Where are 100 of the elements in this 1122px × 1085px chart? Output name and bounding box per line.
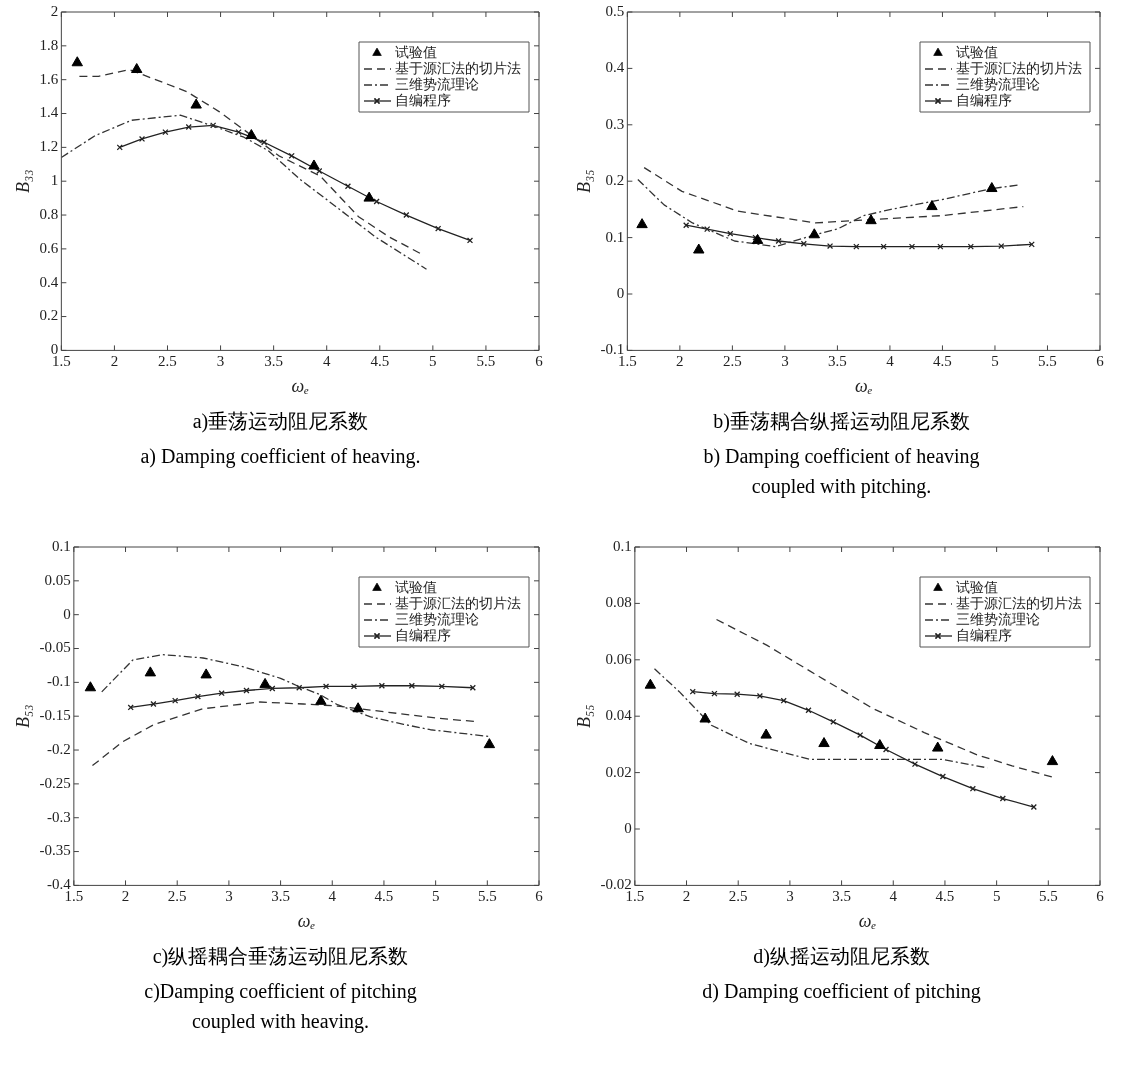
x-tick-label: 2.5	[728, 888, 748, 905]
point	[644, 678, 656, 689]
y-tick-label: 0	[623, 819, 632, 836]
x-tick-label: 2.5	[167, 888, 187, 905]
point	[804, 707, 812, 714]
x-tick-label: 4.5	[935, 888, 954, 905]
y-tick-label: 2	[50, 2, 58, 19]
legend-label: 试验值	[394, 44, 437, 60]
point	[774, 237, 782, 245]
point	[438, 683, 445, 690]
point	[967, 243, 974, 250]
x-tick-label: 4	[328, 888, 337, 905]
point	[288, 152, 295, 159]
point	[864, 214, 877, 225]
y-tick-label: 0.6	[39, 239, 59, 256]
point	[751, 233, 763, 244]
x-tick-label: 1.5	[63, 888, 83, 905]
point	[759, 728, 772, 739]
y-tick-label: 1.2	[39, 138, 58, 155]
y-tick-label: 0.2	[39, 307, 58, 324]
point	[969, 785, 976, 792]
point	[817, 737, 830, 748]
x-tick-label: 4	[322, 353, 331, 370]
point	[130, 63, 142, 74]
y-tick-label: 0.1	[51, 537, 71, 554]
y-tick-label: -0.3	[46, 808, 71, 825]
x-tick-label: 1.5	[51, 353, 71, 370]
y-tick-label: -0.15	[39, 707, 71, 724]
y-tick-label: 0	[62, 605, 71, 622]
text: d) Damping coefficient of pitching	[701, 979, 982, 1005]
x-tick-label: 3	[780, 353, 789, 370]
point	[483, 738, 495, 749]
x-tick-label: 6	[534, 888, 543, 905]
point	[873, 739, 886, 750]
legend-label: 三维势流理论	[394, 611, 479, 627]
x-tick-label: 4	[889, 888, 898, 905]
legend-label: 自编程序	[955, 627, 1012, 643]
point	[344, 183, 351, 190]
y-tick-label: 0.06	[605, 650, 632, 667]
x-tick-label: 1.5	[617, 353, 637, 370]
text: c)Damping coefficient of pitching coupled with heaving.	[143, 979, 418, 1035]
y-tick-label: -0.25	[39, 774, 71, 791]
x-tick-label: 3.5	[263, 353, 283, 370]
y-tick-label: 0.08	[605, 594, 632, 611]
x-tick-label: 3.5	[831, 888, 851, 905]
y-tick-label: 0.04	[605, 707, 632, 724]
point	[322, 683, 329, 690]
x-tick-label: 5.5	[477, 888, 497, 905]
point	[84, 681, 96, 692]
y-tick-label: -0.35	[39, 842, 71, 859]
point	[1046, 755, 1058, 766]
x-tick-label: 6	[1095, 353, 1104, 370]
x-tick-label: 1.5	[624, 888, 644, 905]
y-tick-label: 0.3	[605, 115, 624, 132]
point	[908, 243, 915, 250]
y-tick-label: 0.1	[605, 228, 624, 245]
legend-label: 自编程序	[394, 627, 451, 643]
point	[925, 200, 938, 211]
point	[189, 98, 202, 109]
text: b) Damping coefficient of heaving coupled with pitching.	[702, 444, 981, 500]
point	[258, 677, 271, 688]
y-tick-label: 0.2	[605, 172, 624, 189]
point	[434, 225, 441, 232]
x-tick-label: 2	[121, 888, 129, 905]
legend-label: 自编程序	[955, 92, 1012, 108]
point	[408, 682, 415, 689]
y-tick-label: 0.5	[605, 2, 624, 19]
point	[931, 741, 943, 752]
point	[466, 237, 473, 244]
point	[245, 129, 257, 140]
x-tick-label: 5	[990, 353, 999, 370]
point	[911, 761, 918, 768]
text: a) Damping coefficient of heaving.	[139, 444, 422, 470]
x-axis-title: ωₑ	[858, 910, 876, 931]
y-tick-label: -0.2	[46, 740, 71, 757]
x-tick-label: 2.5	[722, 353, 742, 370]
point	[314, 694, 327, 705]
y-tick-label: 0.4	[605, 59, 625, 76]
legend-label: 基于源汇法的切片法	[394, 60, 521, 76]
point	[726, 230, 733, 237]
y-tick-label: 1.4	[39, 104, 59, 121]
legend-label: 试验值	[955, 579, 998, 595]
y-tick-label: 0.02	[605, 763, 632, 780]
y-tick-label: -0.1	[46, 673, 71, 690]
x-tick-label: 4	[885, 353, 894, 370]
x-tick-label: 6	[534, 353, 543, 370]
x-tick-label: 4.5	[932, 353, 952, 370]
legend-label: 三维势流理论	[955, 76, 1040, 92]
x-tick-label: 5.5	[476, 353, 495, 370]
point	[985, 182, 998, 193]
y-axis-title: B₃₃	[12, 169, 33, 193]
x-tick-label: 3.5	[270, 888, 290, 905]
point	[939, 773, 946, 780]
point	[194, 693, 201, 700]
y-axis-title: B₃₅	[573, 169, 594, 193]
y-tick-label: 1.6	[39, 70, 59, 87]
y-tick-label: 0.05	[44, 571, 71, 588]
y-tick-label: 0.8	[39, 205, 58, 222]
x-axis-title: ωₑ	[297, 910, 315, 931]
x-tick-label: 5	[992, 888, 1000, 905]
